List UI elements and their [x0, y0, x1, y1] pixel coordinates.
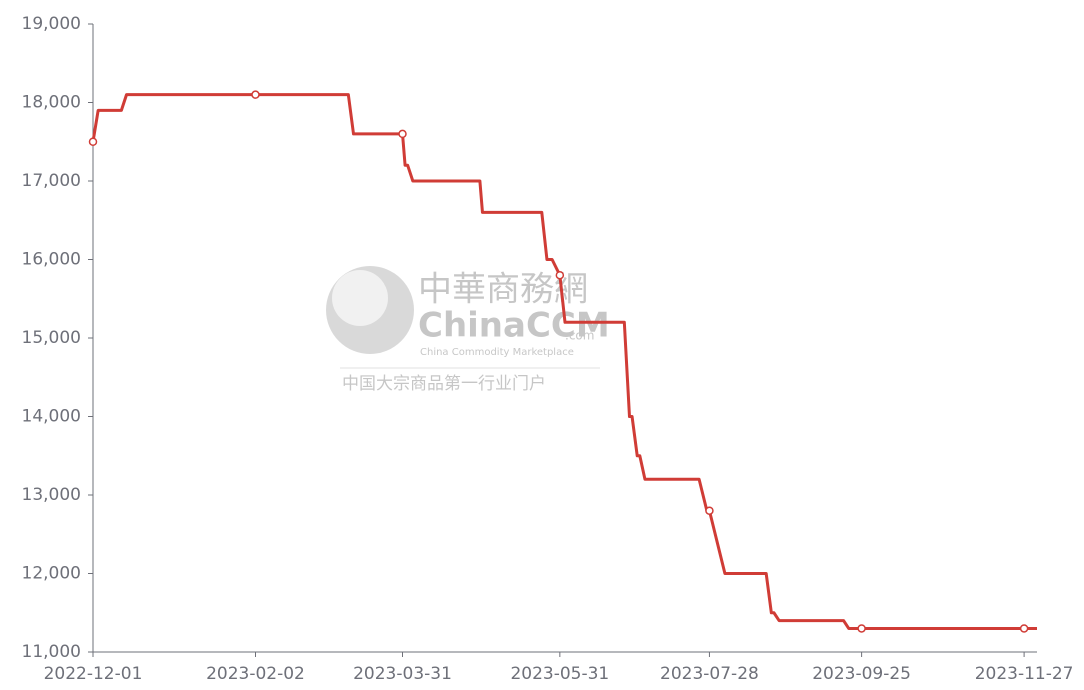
point-marker	[1019, 624, 1029, 633]
point-marker	[705, 506, 714, 515]
y-tick-label: 13,000	[22, 485, 81, 505]
y-tick-label: 14,000	[22, 407, 81, 427]
x-tick-label: 2023-02-02	[206, 664, 305, 684]
y-tick-label: 16,000	[22, 250, 81, 270]
point-marker	[857, 624, 866, 633]
y-tick-label: 15,000	[22, 328, 81, 348]
x-tick-label: 2023-07-28	[660, 664, 759, 684]
x-tick-label: 2023-09-25	[812, 664, 911, 684]
watermark-domain: .com	[565, 329, 594, 343]
point-marker	[88, 137, 98, 146]
point-marker	[398, 129, 407, 139]
watermark-slogan: 中国大宗商品第一行业门户	[342, 374, 546, 394]
x-tick-label: 2023-11-27	[975, 664, 1074, 684]
watermark-logo-shine	[332, 270, 388, 326]
y-tick-label: 17,000	[22, 171, 81, 191]
watermark-site: ChinaCCM	[418, 306, 610, 346]
x-tick-label: 2022-12-01	[44, 664, 143, 684]
y-tick-label: 19,000	[22, 14, 81, 34]
y-tick-label: 12,000	[22, 564, 81, 584]
y-tick-label: 11,000	[22, 642, 81, 662]
x-tick-label: 2023-03-31	[353, 664, 452, 684]
point-marker	[251, 90, 260, 99]
x-tick-label: 2023-05-31	[510, 664, 609, 684]
y-tick-label: 18,000	[22, 93, 81, 113]
point-marker	[555, 270, 565, 280]
price-line	[91, 93, 1037, 630]
watermark: 中華商務網 ChinaCCM .com China Commodity Mark…	[326, 266, 610, 394]
watermark-tagline: China Commodity Marketplace	[420, 347, 574, 358]
